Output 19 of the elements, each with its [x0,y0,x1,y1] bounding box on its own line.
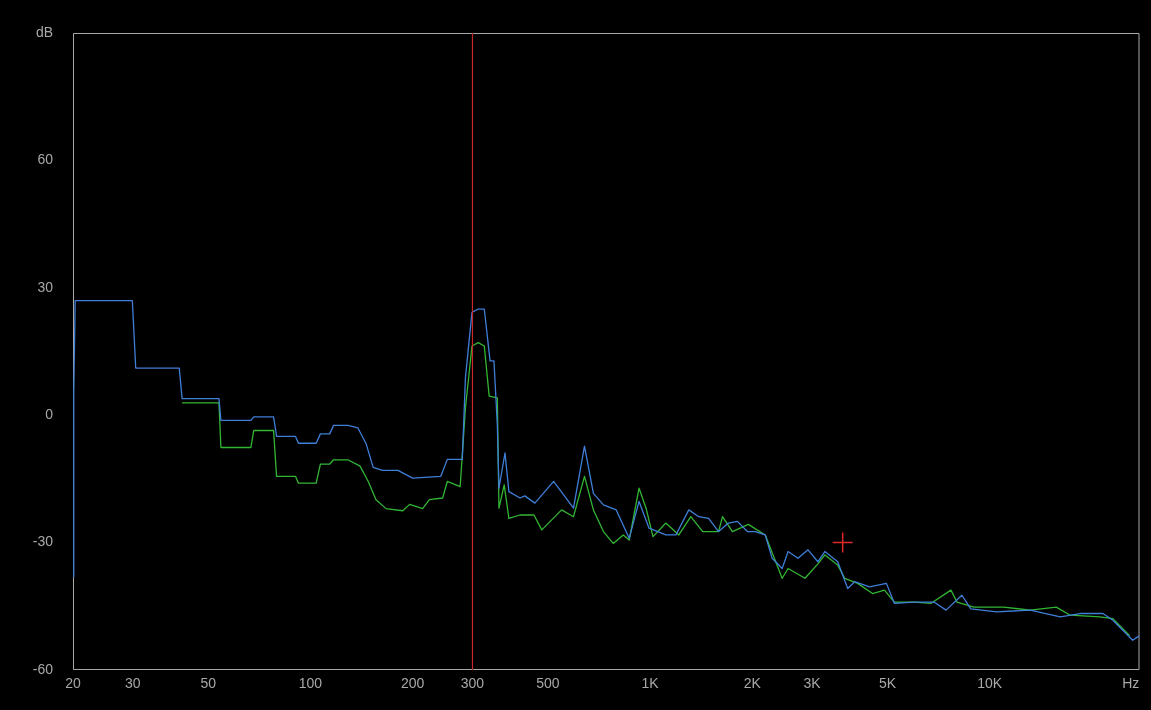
y-tick-label: 60 [37,151,54,168]
x-tick-label: 1K [641,675,660,692]
x-tick-label: 5K [878,675,897,692]
x-tick-label: 500 [536,675,560,692]
y-tick-label: 30 [37,278,54,295]
y-tick-label: dB [35,23,53,40]
x-tick-label: 200 [400,675,425,692]
x-tick-label: 300 [460,675,485,692]
x-tick-label: 10K [977,675,1003,692]
y-tick-label: -30 [32,533,54,550]
x-tick-label: 50 [200,675,217,692]
x-tick-label: 100 [298,675,323,692]
x-tick-label: 30 [125,675,141,692]
x-tick-label: 2K [743,675,762,692]
y-tick-label: 0 [45,406,54,423]
x-tick-label: 20 [65,675,81,692]
y-tick-label: -60 [32,660,54,677]
x-tick-label: Hz [1122,675,1140,692]
x-tick-label: 3K [803,675,822,692]
